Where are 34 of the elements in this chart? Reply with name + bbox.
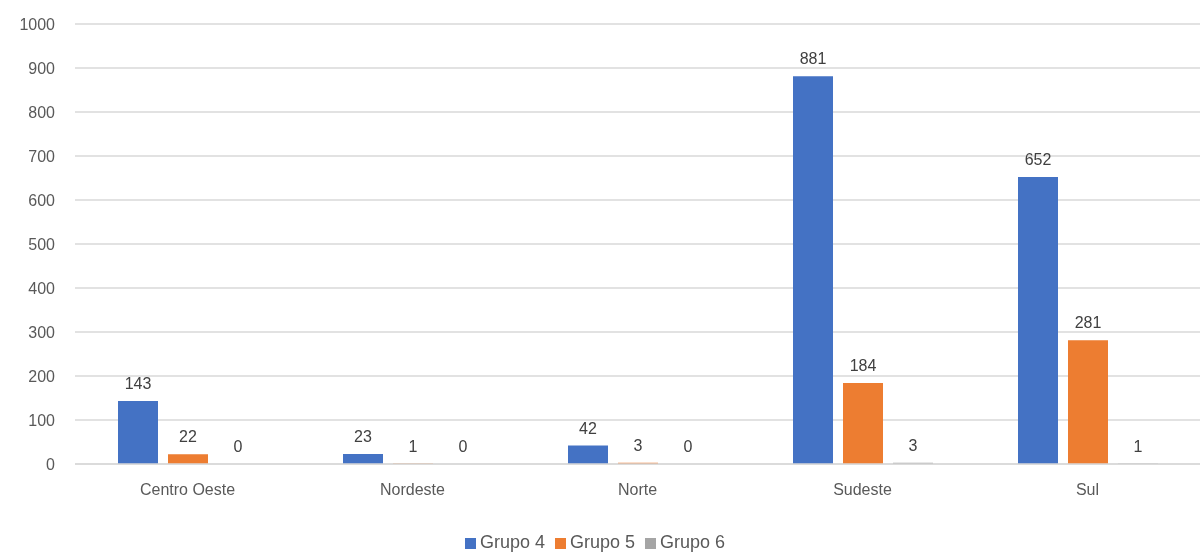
data-label: 1 (408, 437, 418, 455)
y-tick-label: 600 (28, 191, 56, 209)
data-label: 281 (1074, 314, 1102, 332)
y-tick-label: 1000 (19, 15, 56, 33)
data-label: 1 (1133, 437, 1143, 455)
data-label: 652 (1024, 151, 1052, 169)
data-label: 0 (458, 437, 468, 455)
legend-label: Grupo 4 (479, 532, 545, 552)
data-label: 3 (633, 436, 643, 454)
x-tick-label: Sudeste (833, 481, 892, 499)
data-label: 0 (233, 437, 243, 455)
data-label: 3 (908, 436, 918, 454)
data-label: 42 (579, 419, 597, 437)
y-tick-label: 300 (28, 323, 56, 341)
x-tick-label: Centro Oeste (139, 481, 236, 499)
legend-label: Grupo 5 (569, 532, 636, 552)
y-tick-label: 700 (28, 147, 56, 165)
data-label: 0 (683, 437, 693, 455)
data-label: 143 (124, 375, 152, 393)
y-tick-label: 200 (28, 367, 56, 385)
data-label: 881 (799, 50, 827, 68)
legend-label: Grupo 6 (660, 532, 726, 552)
y-tick-label: 500 (28, 235, 56, 253)
x-tick-label: Norte (617, 481, 658, 499)
y-tick-label: 100 (28, 411, 56, 429)
y-tick-label: 900 (28, 59, 56, 77)
data-label: 22 (179, 428, 197, 446)
data-label: 184 (849, 357, 877, 375)
x-tick-label: Nordeste (380, 481, 446, 499)
data-label: 23 (354, 427, 372, 445)
x-tick-label: Sul (1075, 481, 1100, 499)
y-tick-label: 0 (46, 455, 56, 473)
y-tick-label: 800 (28, 103, 56, 121)
y-tick-label: 400 (28, 279, 56, 297)
